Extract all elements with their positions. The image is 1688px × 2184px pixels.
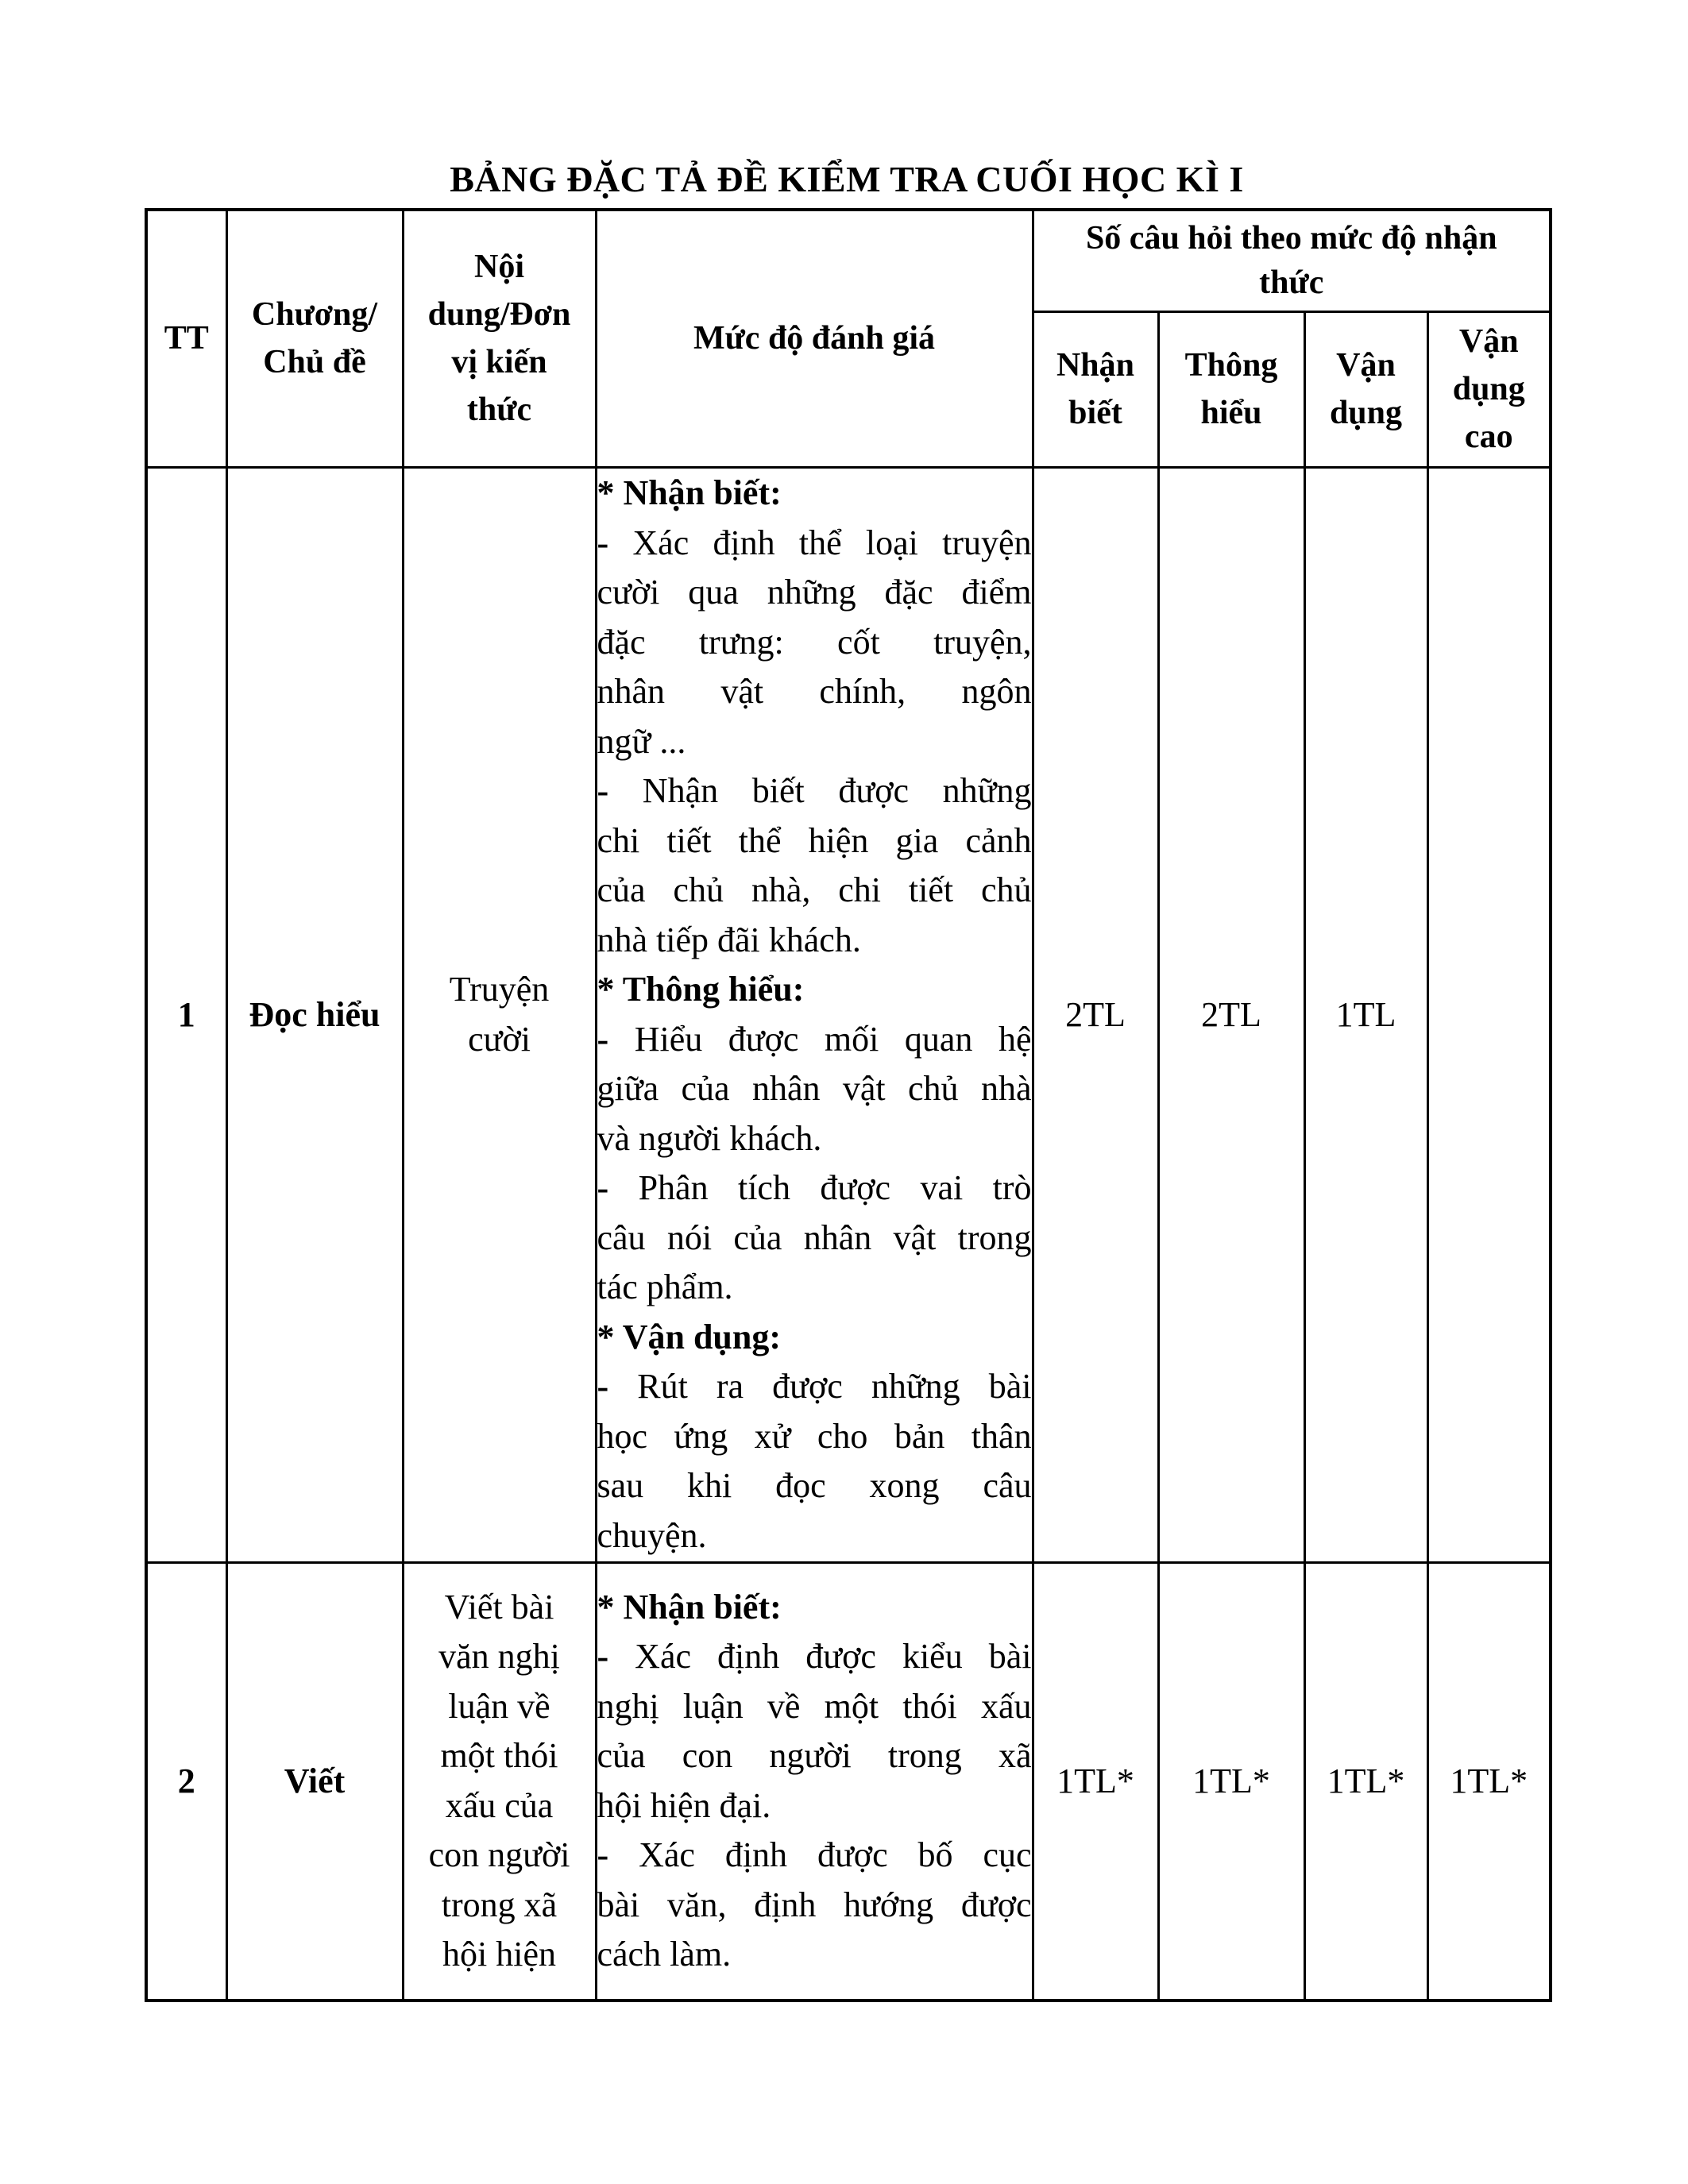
list-dash: - — [597, 1835, 609, 1875]
count-cell-application: 1TL* — [1303, 1561, 1429, 2002]
count-cell-high-application: 1TL* — [1426, 1561, 1552, 2002]
count-cell-high-application — [1426, 465, 1552, 1564]
header-cell-tt: TT — [145, 208, 228, 469]
count-cell-application: 1TL — [1303, 465, 1429, 1564]
table-row-viet: 2 Viết Viết bài văn nghị luận về một thói xấ… — [145, 1561, 1552, 2002]
count-cell-recognition: 1TL* — [1031, 1561, 1160, 2002]
text-line: Truyện — [449, 970, 550, 1009]
row-number-cell: 2 — [145, 1561, 228, 2002]
text-line: nhà tiếp đãi khách. — [597, 920, 861, 959]
header-row-levels: Nhận biết Thông hiểu Vận dụng Vận dụng c… — [146, 310, 1552, 469]
text-line: trong xã — [441, 1885, 558, 1924]
text-line: của chủ nhà, chi tiết chủ — [597, 870, 1032, 909]
header-cell-assessment-level: Mức độ đánh giá — [594, 208, 1034, 469]
header-cell-question-count-group: Số câu hỏi theo mức độ nhận thức — [1031, 208, 1552, 313]
row-number-cell: 1 — [145, 465, 228, 1564]
header-cell-level-comprehension: Thông hiểu — [1157, 310, 1306, 469]
list-dash: - — [597, 1637, 609, 1677]
count-cell-recognition: 2TL — [1031, 465, 1160, 1564]
text-line: luận về — [448, 1686, 550, 1726]
assessment-cell: * Nhận biết: - Xác định được kiểu bài nghị… — [594, 1561, 1034, 2002]
header-cell-level-high-application: Vận dụng cao — [1426, 310, 1552, 469]
text-line: - Xác định được kiểu bài — [597, 1637, 1032, 1677]
text-line: đặc trưng: cốt truyện, — [597, 622, 1032, 662]
text-line: - Rút ra được những bài — [597, 1367, 1032, 1406]
list-dash: - — [597, 1019, 609, 1059]
text-line: xấu của — [445, 1785, 554, 1825]
list-dash: - — [597, 523, 609, 562]
header-cell-level-application: Vận dụng — [1303, 310, 1429, 469]
text-line: ngữ ... — [597, 721, 686, 761]
text-line: cười qua những đặc điểm — [597, 573, 1032, 612]
text-line: học ứng xử cho bản thân — [597, 1416, 1032, 1456]
table-row-doc-hieu: 1 Đọc hiểu Truyện cười * Nhận biết: - Xác … — [145, 465, 1552, 1564]
text-line: tác phẩm. — [597, 1268, 733, 1306]
text-line: giữa của nhân vật chủ nhà — [597, 1069, 1032, 1108]
text-line: và người khách. — [597, 1118, 822, 1158]
text-line: - Hiểu được mối quan hệ — [597, 1019, 1032, 1059]
text-line: sau khi đọc xong câu — [597, 1466, 1032, 1505]
chapter-cell: Đọc hiểu — [225, 465, 404, 1564]
text-line: nghị luận về một thói xấu — [597, 1686, 1032, 1726]
text-line: - Nhận biết được những — [597, 771, 1032, 810]
specification-table: TT Chương/ Chủ đề Nội dung/Đơn vị kiến t… — [145, 208, 1553, 2002]
text-line: văn nghị — [438, 1637, 560, 1677]
header-cell-level-recognition: Nhận biết — [1031, 310, 1160, 469]
text-line: * Nhận biết: — [597, 473, 782, 512]
text-line: - Xác định thể loại truyện — [597, 523, 1032, 562]
text-line: * Vận dụng: — [597, 1317, 782, 1356]
list-dash: - — [597, 771, 609, 810]
text-line: một thói — [440, 1736, 558, 1776]
content-unit-cell: Viết bài văn nghị luận về một thói xấu của co… — [401, 1561, 597, 2002]
text-line: bài văn, định hướng được — [597, 1885, 1032, 1924]
text-line: - Phân tích được vai trò — [597, 1168, 1032, 1207]
list-dash: - — [597, 1168, 609, 1207]
text-line: chi tiết thể hiện gia cảnh — [597, 820, 1032, 860]
document-title: BẢNG ĐẶC TẢ ĐỀ KIỂM TRA CUỐI HỌC KÌ I — [450, 159, 1244, 199]
count-cell-comprehension: 1TL* — [1157, 1561, 1306, 2002]
text-line: cách làm. — [597, 1935, 732, 1974]
text-line: chuyện. — [597, 1515, 707, 1555]
list-dash: - — [597, 1367, 609, 1406]
text-line: hội hiện đại. — [597, 1785, 771, 1825]
chapter-cell: Viết — [225, 1561, 404, 2002]
header-cell-content-unit: Nội dung/Đơn vị kiến thức — [401, 208, 597, 469]
count-cell-comprehension: 2TL — [1157, 465, 1306, 1564]
text-line: con người — [428, 1835, 570, 1875]
text-line: - Xác định được bố cục — [597, 1835, 1032, 1875]
text-line: nhân vật chính, ngôn — [597, 672, 1032, 711]
content-unit-cell: Truyện cười — [401, 465, 597, 1564]
text-line: câu nói của nhân vật trong — [597, 1217, 1032, 1257]
text-line: * Thông hiểu: — [597, 970, 805, 1009]
text-line: hội hiện — [442, 1935, 556, 1974]
header-cell-chapter-topic: Chương/ Chủ đề — [225, 208, 404, 469]
text-line: cười — [468, 1019, 531, 1059]
text-line: của con người trong xã — [597, 1736, 1032, 1776]
text-line: Viết bài — [444, 1587, 554, 1626]
assessment-cell: * Nhận biết: - Xác định thể loại truyện cư… — [594, 465, 1034, 1564]
header-row-group: TT Chương/ Chủ đề Nội dung/Đơn vị kiến t… — [145, 208, 1552, 469]
text-line: * Nhận biết: — [597, 1587, 782, 1626]
